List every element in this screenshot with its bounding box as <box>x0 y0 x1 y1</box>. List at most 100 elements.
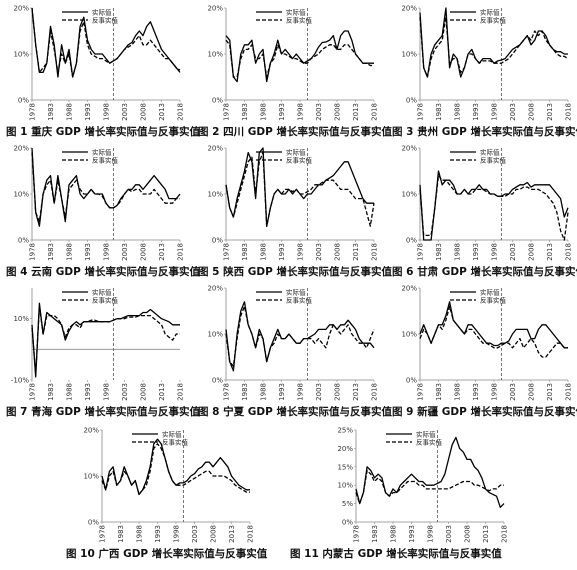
series-counterfactual-line <box>355 469 504 505</box>
y-tick-label: 0% <box>212 377 223 385</box>
y-tick-label: 20% <box>207 145 223 153</box>
y-tick-label: 0% <box>212 97 223 105</box>
x-tick-label: 2018 <box>565 383 573 401</box>
x-tick-label: 2008 <box>334 243 342 261</box>
legend-actual-label: 实际值 <box>286 7 306 16</box>
x-tick-label: 1998 <box>103 103 111 121</box>
x-tick-label: 1983 <box>47 383 55 401</box>
legend-counterfactual-label: 反事实值 <box>92 155 119 164</box>
x-tick-label: 1998 <box>173 525 181 543</box>
legend-counterfactual-label: 反事实值 <box>480 15 507 24</box>
y-tick-label: 20% <box>83 427 99 435</box>
x-tick-label: 1988 <box>260 103 268 121</box>
y-tick-label: 0% <box>18 237 29 245</box>
x-tick-label: 1983 <box>241 103 249 121</box>
x-tick-label: 2008 <box>334 383 342 401</box>
x-tick-label: 1983 <box>435 383 443 401</box>
x-tick-label: 2003 <box>445 525 453 543</box>
legend-counterfactual-label: 反事实值 <box>416 437 443 446</box>
figure-5-caption: 图 5 陕西 GDP 增长率实际值与反事实值 <box>198 266 392 278</box>
chart-ningxia: 0% 10% 20% 1978 1983 1988 1993 1998 2003 2008 2013… <box>207 285 378 401</box>
y-tick-label: -10% <box>11 377 29 385</box>
legend-counterfactual-label: 反事实值 <box>480 295 507 304</box>
x-tick-label: 2003 <box>121 103 129 121</box>
y-tick-label: 10% <box>401 331 417 339</box>
x-tick-label: 2003 <box>509 103 517 121</box>
y-tick-label: 10% <box>13 191 29 199</box>
legend-actual-label: 实际值 <box>286 147 306 156</box>
x-tick-label: 2013 <box>352 383 360 401</box>
series-counterfactual-line <box>31 305 180 375</box>
x-tick-label: 1988 <box>454 103 462 121</box>
legend-actual-label: 实际值 <box>480 287 500 296</box>
x-tick-label: 2018 <box>247 525 255 543</box>
x-tick-label: 1998 <box>297 383 305 401</box>
legend-actual-label: 实际值 <box>480 147 500 156</box>
x-tick-label: 2013 <box>546 103 554 121</box>
x-tick-label: 1993 <box>84 243 92 261</box>
y-tick-label: 20% <box>401 145 417 153</box>
series-counterfactual-line <box>31 7 181 78</box>
y-tick-label: 20% <box>401 5 417 13</box>
chart-guizhou: 0% 10% 20% 1978 1983 1988 1993 1998 2003 2008 2013… <box>401 5 573 121</box>
figure-4-caption: 图 4 云南 GDP 增长率实际值与反事实值 <box>6 266 200 278</box>
x-tick-label: 1993 <box>154 525 162 543</box>
x-tick-label: 2003 <box>121 383 129 401</box>
x-tick-label: 1998 <box>103 243 111 261</box>
x-tick-label: 2008 <box>140 103 148 121</box>
series-actual-line <box>101 438 250 496</box>
x-tick-label: 1988 <box>260 243 268 261</box>
x-tick-label: 2003 <box>315 383 323 401</box>
x-tick-label: 2013 <box>482 525 490 543</box>
y-tick-label: 10% <box>401 191 417 199</box>
x-tick-label: 1978 <box>417 243 425 261</box>
x-tick-label: 1993 <box>84 103 92 121</box>
chart-xinjiang: 0% 10% 20% 1978 1983 1988 1993 1998 2003 2008 2013… <box>401 285 573 401</box>
x-tick-label: 1978 <box>223 383 231 401</box>
x-tick-label: 1983 <box>371 525 379 543</box>
y-tick-label: 0% <box>406 377 417 385</box>
x-tick-label: 2008 <box>140 243 148 261</box>
y-tick-label: 10% <box>83 473 99 481</box>
legend-actual-label: 实际值 <box>480 7 500 16</box>
legend-actual-label: 实际值 <box>92 7 112 16</box>
x-tick-label: 2018 <box>371 103 379 121</box>
chart-sichuan: 0% 10% 20% 1978 1983 1988 1993 1998 2003 2008 2013… <box>207 5 379 121</box>
y-tick-label: 10% <box>13 315 29 323</box>
x-tick-label: 2018 <box>501 525 509 543</box>
series-actual-line <box>225 301 375 372</box>
series-counterfactual-line <box>419 16 569 78</box>
x-tick-label: 1983 <box>435 243 443 261</box>
x-tick-label: 2003 <box>121 243 129 261</box>
x-tick-label: 1978 <box>353 525 361 543</box>
series-counterfactual-line <box>419 305 568 358</box>
y-tick-label: 25% <box>337 427 353 435</box>
x-tick-label: 1998 <box>491 103 499 121</box>
legend-counterfactual-label: 反事实值 <box>286 295 313 304</box>
x-tick-label: 2003 <box>315 243 323 261</box>
y-tick-label: 20% <box>207 5 223 13</box>
figure-2-caption: 图 2 四川 GDP 增长率实际值与反事实值 <box>198 126 392 138</box>
series-counterfactual-line <box>225 39 374 78</box>
x-tick-label: 2013 <box>352 103 360 121</box>
y-tick-label: 10% <box>337 482 353 490</box>
y-tick-label: 20% <box>337 445 353 453</box>
chart-shaanxi: 0% 10% 20% 1978 1983 1988 1993 1998 2003 2008 2013… <box>207 145 378 261</box>
x-tick-label: 1993 <box>472 243 480 261</box>
x-tick-label: 2008 <box>528 103 536 121</box>
x-tick-label: 1998 <box>427 525 435 543</box>
y-tick-label: 10% <box>207 51 223 59</box>
figure-6-caption: 图 6 甘肃 GDP 增长率实际值与反事实值 <box>392 266 577 278</box>
x-tick-label: 1978 <box>29 103 37 121</box>
x-tick-label: 1993 <box>84 383 92 401</box>
x-tick-label: 2003 <box>315 103 323 121</box>
legend-counterfactual-label: 反事实值 <box>162 437 189 446</box>
x-tick-label: 2008 <box>140 383 148 401</box>
x-tick-label: 2008 <box>334 103 342 121</box>
x-tick-label: 1998 <box>491 383 499 401</box>
x-tick-label: 1978 <box>29 383 37 401</box>
x-tick-label: 2013 <box>546 243 554 261</box>
legend-actual-label: 实际值 <box>162 429 182 438</box>
x-tick-label: 2018 <box>565 103 573 121</box>
legend-counterfactual-label: 反事实值 <box>286 155 313 164</box>
